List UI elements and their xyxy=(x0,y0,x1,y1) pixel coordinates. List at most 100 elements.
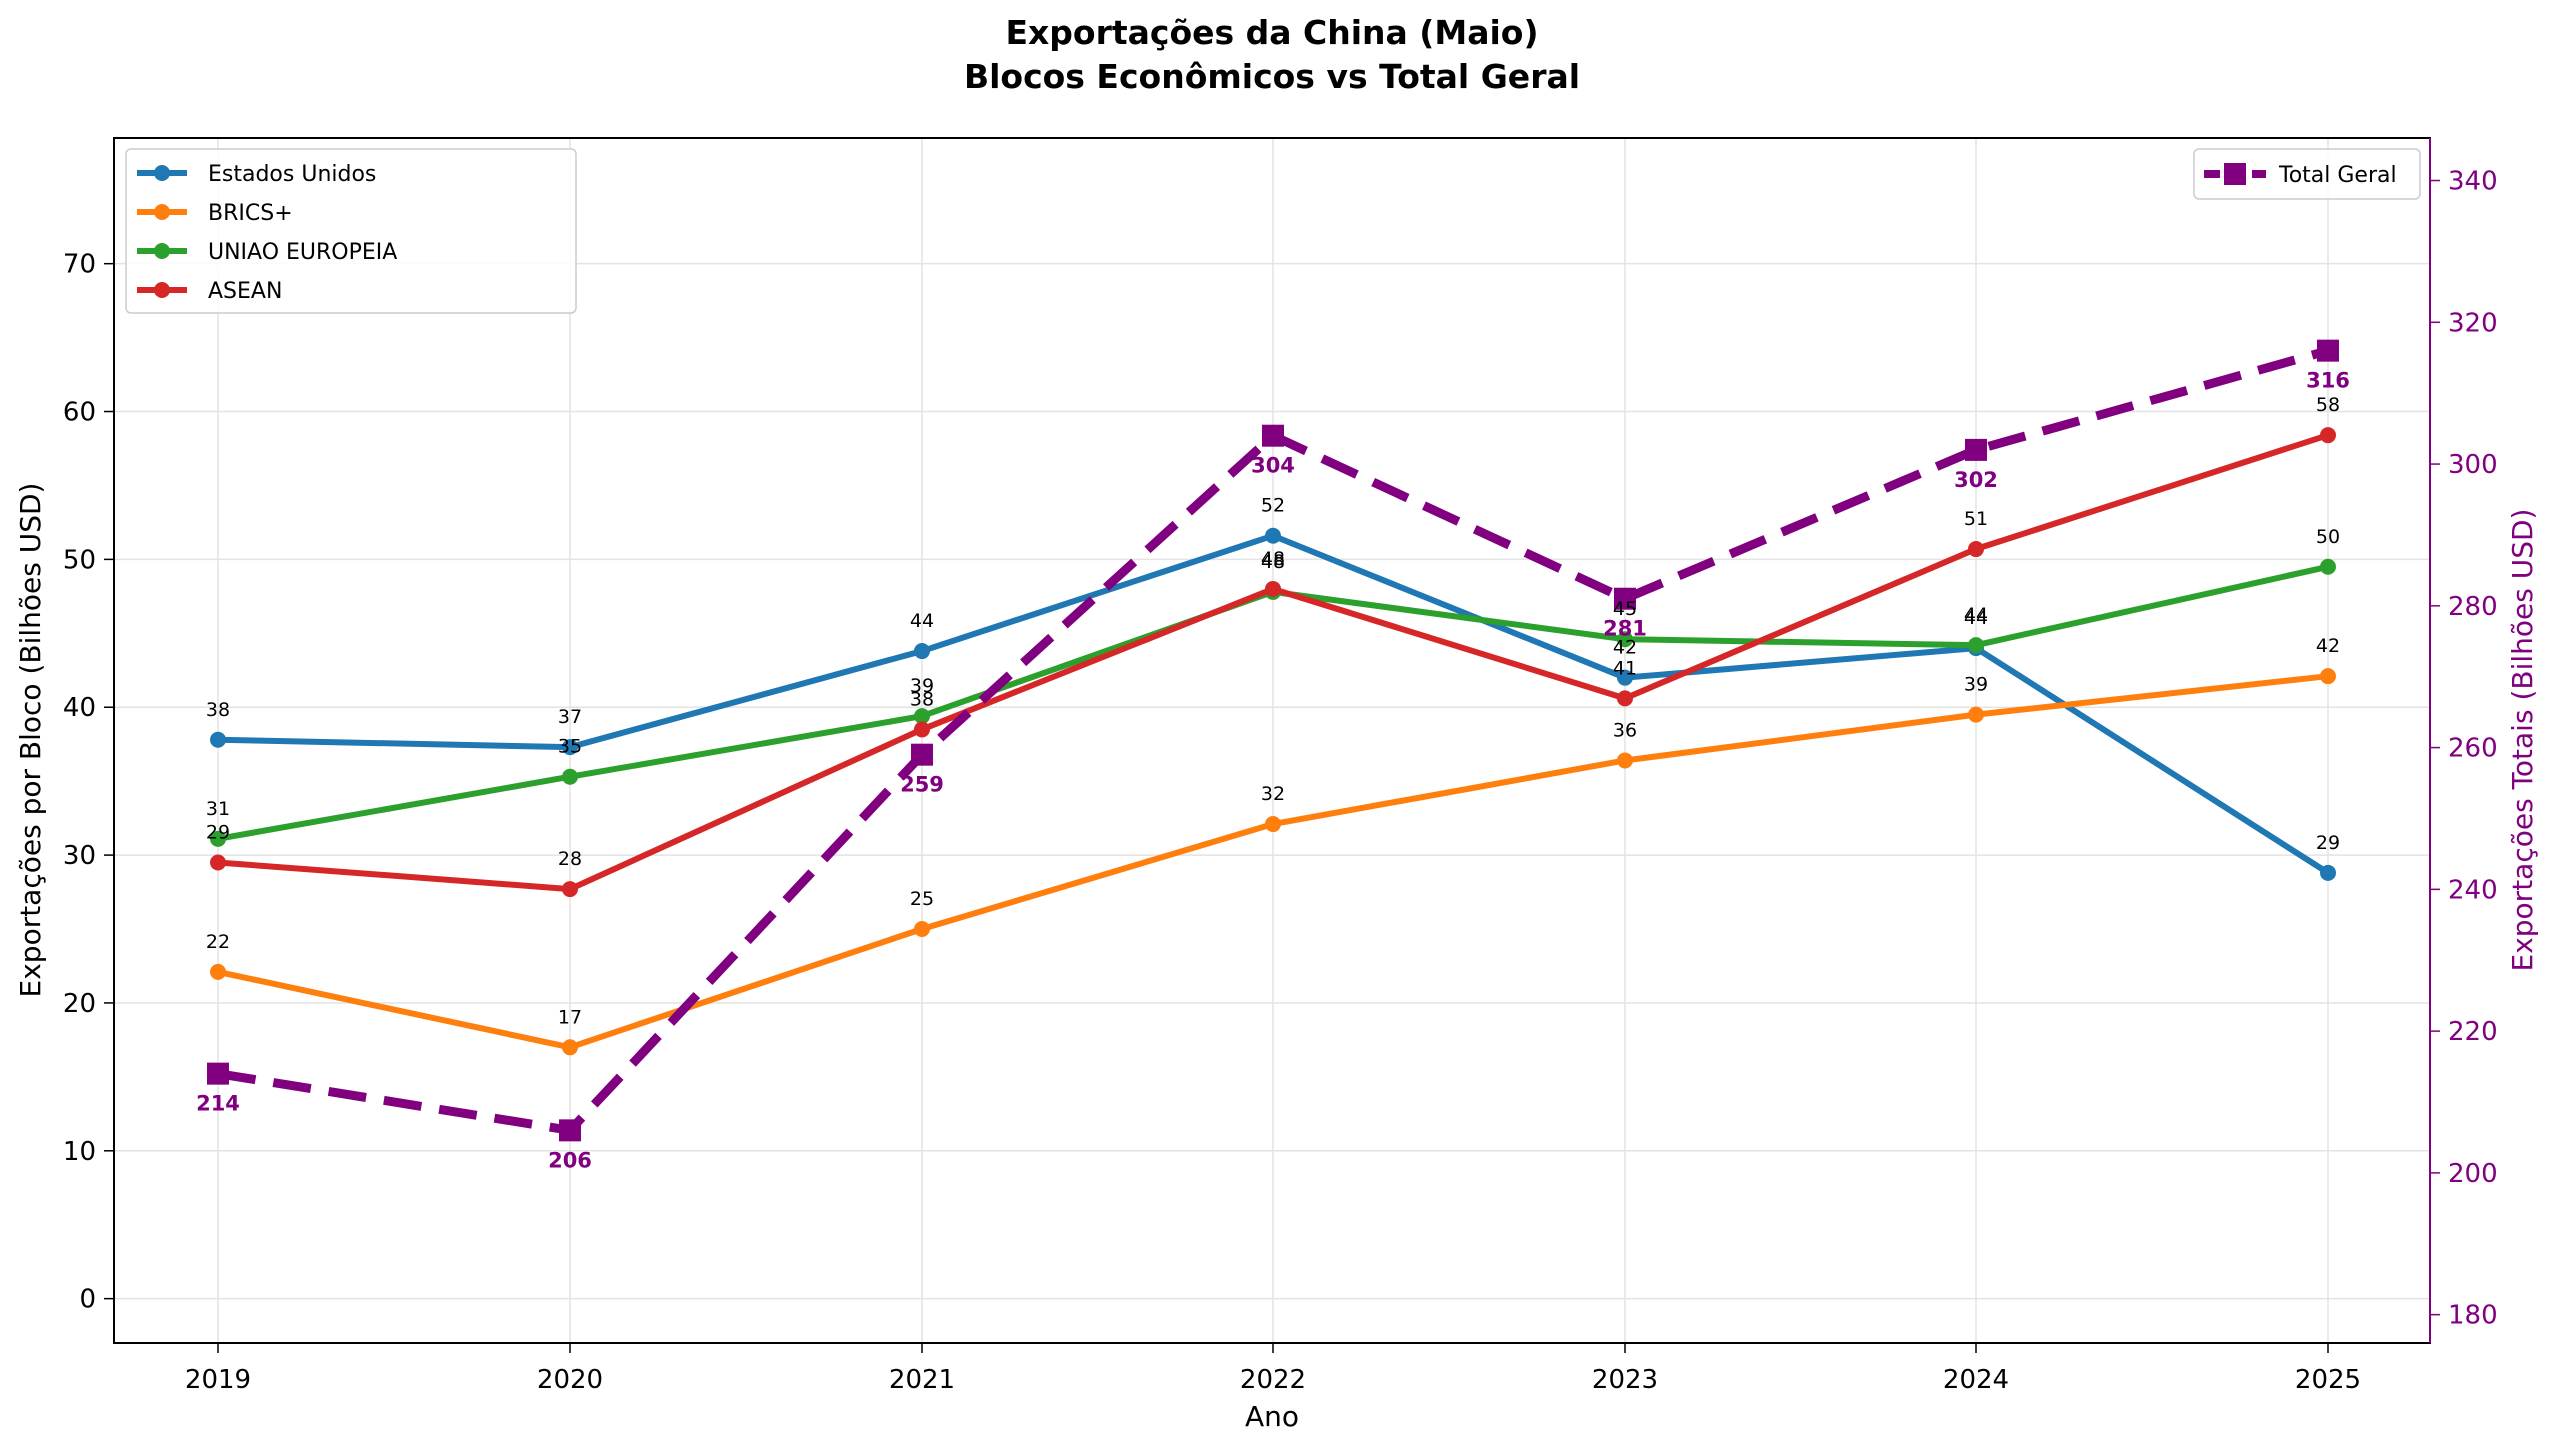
point-estados-unidos xyxy=(1265,527,1281,544)
point-brics- xyxy=(1968,706,1984,723)
legend-left-box xyxy=(125,148,577,314)
legend-marker-total xyxy=(2224,163,2246,185)
y-tick-label-left: 30 xyxy=(63,841,96,871)
data-label-uniao-europeia: 50 xyxy=(2316,526,2340,548)
y-tick-label-left: 70 xyxy=(63,250,96,280)
data-label-uniao-europeia: 39 xyxy=(910,675,934,697)
point-brics- xyxy=(210,963,226,980)
data-label-uniao-europeia: 44 xyxy=(1964,604,1988,626)
data-label-brics-: 39 xyxy=(1964,674,1988,696)
left-y-axis-label: Exportações por Bloco (Bilhões USD) xyxy=(14,483,47,998)
total-data-label: 304 xyxy=(1251,454,1295,478)
total-marker xyxy=(1614,587,1636,610)
x-tick-label: 2020 xyxy=(537,1365,603,1395)
y-tick-label-right: 260 xyxy=(2448,734,2498,764)
data-label-asean: 41 xyxy=(1613,657,1637,679)
legend-marker-brics- xyxy=(154,204,170,220)
chart-subtitle: Blocos Econômicos vs Total Geral xyxy=(964,57,1580,96)
data-label-estados-unidos: 29 xyxy=(2316,832,2340,854)
data-label-uniao-europeia: 45 xyxy=(1613,598,1637,620)
total-data-label: 302 xyxy=(1954,468,1998,492)
data-label-brics-: 17 xyxy=(558,1006,582,1028)
x-tick-label: 2021 xyxy=(889,1365,955,1395)
y-tick-label-right: 240 xyxy=(2448,875,2498,905)
data-label-asean: 29 xyxy=(206,821,230,843)
x-axis: 2019 2020 2021 2022 2023 2024 2025 xyxy=(185,1343,2361,1395)
legend-label-estados-unidos: Estados Unidos xyxy=(208,162,376,187)
data-label-uniao-europeia: 35 xyxy=(558,736,582,758)
data-label-estados-unidos: 37 xyxy=(558,706,582,728)
point-estados-unidos xyxy=(2320,864,2336,881)
data-label-estados-unidos: 44 xyxy=(910,610,934,632)
data-label-brics-: 25 xyxy=(910,888,934,910)
point-uniao-europeia xyxy=(1968,637,1984,654)
data-label-brics-: 32 xyxy=(1261,783,1285,805)
point-brics- xyxy=(1265,816,1281,833)
y-tick-label-left: 40 xyxy=(63,693,96,723)
y-tick-label-right: 280 xyxy=(2448,592,2498,622)
total-marker xyxy=(911,743,933,766)
data-label-asean: 38 xyxy=(910,688,934,710)
total-marker xyxy=(1262,424,1284,447)
point-asean xyxy=(1265,580,1281,597)
point-uniao-europeia xyxy=(562,768,578,785)
right-y-axis-label: Exportações Totais (Bilhões USD) xyxy=(2506,509,2539,972)
total-series: 214 206 259 304 281 302 316 xyxy=(196,339,2350,1172)
data-label-estados-unidos: 44 xyxy=(1964,607,1988,629)
point-asean xyxy=(914,721,930,738)
y-tick-label-right: 340 xyxy=(2448,167,2498,197)
left-y-axis: 0 10 20 30 40 50 60 70 xyxy=(63,250,114,1315)
x-tick-label: 2023 xyxy=(1592,1365,1658,1395)
data-label-estados-unidos: 42 xyxy=(1613,637,1637,659)
y-tick-label-right: 200 xyxy=(2448,1159,2498,1189)
legend-marker-uniao-europeia xyxy=(154,243,170,259)
x-axis-label: Ano xyxy=(1245,1400,1299,1433)
series-lines xyxy=(210,427,2336,1056)
legend-label-asean: ASEAN xyxy=(208,279,282,304)
y-tick-label-left: 50 xyxy=(63,545,96,575)
y-tick-label-left: 10 xyxy=(63,1137,96,1167)
data-label-estados-unidos: 52 xyxy=(1261,495,1285,517)
data-label-asean: 58 xyxy=(2316,394,2340,416)
y-tick-label-left: 0 xyxy=(79,1285,96,1315)
total-data-label: 214 xyxy=(196,1092,240,1116)
point-asean xyxy=(562,881,578,898)
plot-area-frame xyxy=(113,137,2431,1344)
data-label-brics-: 42 xyxy=(2316,635,2340,657)
total-marker xyxy=(207,1062,229,1085)
point-asean xyxy=(1617,690,1633,707)
total-data-label: 206 xyxy=(548,1148,592,1172)
legend-label-uniao-europeia: UNIAO EUROPEIA xyxy=(208,240,397,265)
point-asean xyxy=(1968,541,1984,558)
legend-left: Estados Unidos BRICS+ UNIAO EUROPEIA ASEAN xyxy=(125,148,577,314)
point-estados-unidos xyxy=(210,731,226,748)
legend-right: Total Geral xyxy=(2193,148,2421,200)
y-tick-label-right: 300 xyxy=(2448,450,2498,480)
point-brics- xyxy=(562,1039,578,1056)
point-asean xyxy=(2320,427,2336,444)
point-uniao-europeia xyxy=(210,830,226,847)
y-tick-label-right: 320 xyxy=(2448,308,2498,338)
x-tick-label: 2022 xyxy=(1240,1365,1306,1395)
y-tick-label-left: 60 xyxy=(63,398,96,428)
data-label-asean: 48 xyxy=(1261,548,1285,570)
point-brics- xyxy=(914,921,930,938)
data-label-uniao-europeia: 31 xyxy=(206,798,230,820)
y-tick-label-left: 20 xyxy=(63,989,96,1019)
point-brics- xyxy=(1617,752,1633,769)
data-label-brics-: 22 xyxy=(206,931,230,953)
data-label-uniao-europeia: 48 xyxy=(1261,551,1285,573)
legend-label-brics-: BRICS+ xyxy=(208,201,293,226)
legend-marker-estados-unidos xyxy=(154,165,170,181)
total-marker xyxy=(559,1119,581,1142)
point-estados-unidos xyxy=(914,643,930,660)
total-marker xyxy=(2317,339,2339,362)
point-uniao-europeia xyxy=(914,708,930,725)
legend-marker-asean xyxy=(154,282,170,298)
y-tick-label-right: 180 xyxy=(2448,1301,2498,1331)
data-label-asean: 28 xyxy=(558,848,582,870)
total-data-label: 281 xyxy=(1603,617,1647,641)
legend-label-total: Total Geral xyxy=(2278,163,2397,188)
